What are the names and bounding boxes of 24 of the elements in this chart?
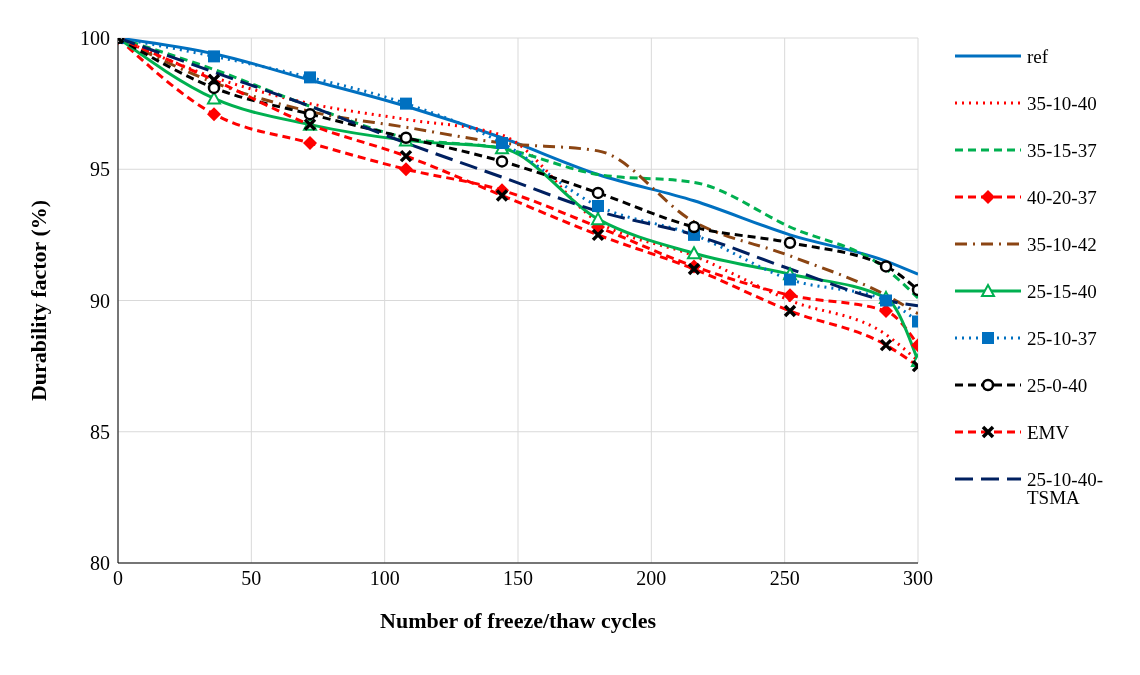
y-tick-label: 100 [80, 27, 110, 50]
y-tick-label: 95 [90, 158, 110, 181]
legend-label: ref [1027, 46, 1050, 67]
y-tick-label: 80 [90, 552, 110, 575]
legend-label: 25-15-40 [1027, 281, 1098, 302]
x-tick-label: 200 [636, 567, 667, 590]
legend-label: 25-0-40 [1027, 375, 1089, 396]
x-tick-label: 100 [369, 567, 400, 590]
legend-label: 35-10-42 [1027, 234, 1098, 255]
x-tick-label: 150 [503, 567, 533, 590]
x-axis-title: Number of freeze/thaw cycles [380, 608, 657, 633]
legend-label: EMV [1027, 422, 1071, 443]
legend-label: 25-10-37 [1027, 328, 1098, 349]
legend-label: 35-15-37 [1027, 140, 1098, 161]
x-tick-label: 0 [113, 567, 123, 590]
x-tick-label: 250 [769, 567, 800, 590]
y-axis-title: Durability factor (%) [25, 199, 51, 402]
legend-label: 40-20-37 [1027, 187, 1098, 208]
legend-label: 25-10-40-TSMA [1027, 469, 1104, 508]
legend-label: 35-10-40 [1027, 93, 1098, 114]
y-tick-label: 90 [90, 289, 110, 312]
x-tick-label: 300 [903, 567, 933, 590]
y-tick-label: 85 [90, 420, 110, 443]
x-tick-label: 50 [241, 567, 262, 590]
